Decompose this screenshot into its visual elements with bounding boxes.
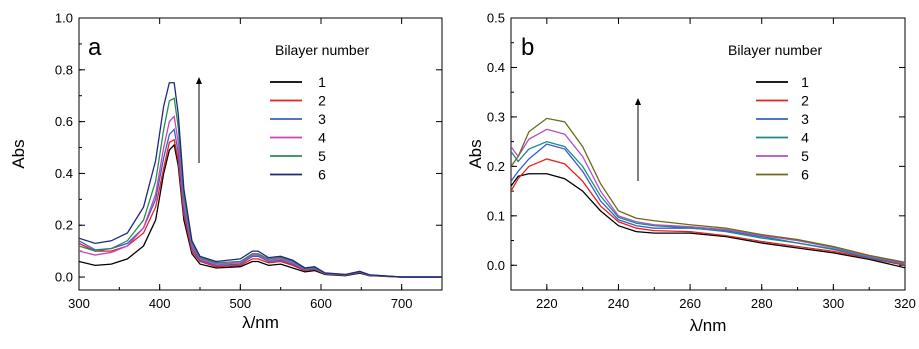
series-line-6 xyxy=(79,82,442,278)
chart-panel-a: 300 400 500 600 700 0.0 0.2 0.4 0.6 0.8 1.0 λ/nm Abs… xyxy=(9,11,443,332)
legend-label-6: 6 xyxy=(318,167,326,183)
y-axis-title: Abs xyxy=(9,139,28,168)
y-tick-label: 0.8 xyxy=(55,62,73,77)
series-line-3 xyxy=(511,143,905,265)
x-tick-label: 280 xyxy=(751,296,773,311)
y-tick-label: 0.4 xyxy=(55,166,73,181)
y-axis-title: Abs xyxy=(466,139,485,168)
legend-label-1: 1 xyxy=(801,74,809,90)
y-tick-label: 0.3 xyxy=(487,109,505,124)
chart-panel-b: 220 240 260 280 300 320 0.0 0.1 0.2 0.3 0.4 0.5 λ/nm… xyxy=(466,11,916,336)
legend-title: Bilayer number xyxy=(728,42,822,58)
series-line-5 xyxy=(79,97,442,278)
x-tick-label: 260 xyxy=(679,296,701,311)
legend-label-4: 4 xyxy=(318,130,326,146)
legend-label-3: 3 xyxy=(801,111,809,127)
series-line-4 xyxy=(511,140,905,265)
series-line-5 xyxy=(511,128,905,264)
series-line-2 xyxy=(511,158,905,266)
panel-letter: a xyxy=(88,34,102,61)
x-tick-label: 400 xyxy=(149,296,171,311)
series-line-1 xyxy=(511,173,905,269)
x-tick-label: 240 xyxy=(608,296,630,311)
x-tick-label: 500 xyxy=(229,296,251,311)
legend-label-5: 5 xyxy=(801,148,809,164)
y-tick-label: 0.2 xyxy=(487,159,505,174)
plot-frame xyxy=(510,17,906,291)
x-tick-label: 600 xyxy=(310,296,332,311)
y-tick-label: 0.6 xyxy=(55,114,73,129)
x-tick-label: 700 xyxy=(391,296,413,311)
panel-letter: b xyxy=(521,34,534,61)
legend-label-3: 3 xyxy=(318,111,326,127)
series-group xyxy=(79,82,442,278)
x-tick-label: 220 xyxy=(536,296,558,311)
legend-label-4: 4 xyxy=(801,130,809,146)
y-tick-label: 1.0 xyxy=(55,11,73,26)
trend-arrow-head xyxy=(196,77,202,84)
trend-arrow-head xyxy=(635,98,641,105)
legend-title: Bilayer number xyxy=(275,42,369,58)
legend-label-5: 5 xyxy=(318,148,326,164)
y-tick-label: 0.4 xyxy=(487,60,505,75)
y-tick-label: 0.0 xyxy=(55,270,73,285)
y-tick-label: 0.2 xyxy=(55,218,73,233)
x-tick-label: 300 xyxy=(823,296,845,311)
legend-label-1: 1 xyxy=(318,74,326,90)
x-tick-label: 300 xyxy=(68,296,90,311)
x-axis-title: λ/nm xyxy=(242,313,279,332)
series-line-6 xyxy=(511,117,905,263)
y-tick-label: 0.1 xyxy=(487,208,505,223)
y-tick-label: 0.5 xyxy=(487,11,505,26)
legend-label-2: 2 xyxy=(801,93,809,109)
y-tick-label: 0.0 xyxy=(487,258,505,273)
x-tick-label: 320 xyxy=(894,296,916,311)
plot-frame xyxy=(78,17,443,291)
legend-label-2: 2 xyxy=(318,93,326,109)
legend-label-6: 6 xyxy=(801,167,809,183)
x-axis-title: λ/nm xyxy=(690,316,727,335)
series-group xyxy=(511,117,905,269)
